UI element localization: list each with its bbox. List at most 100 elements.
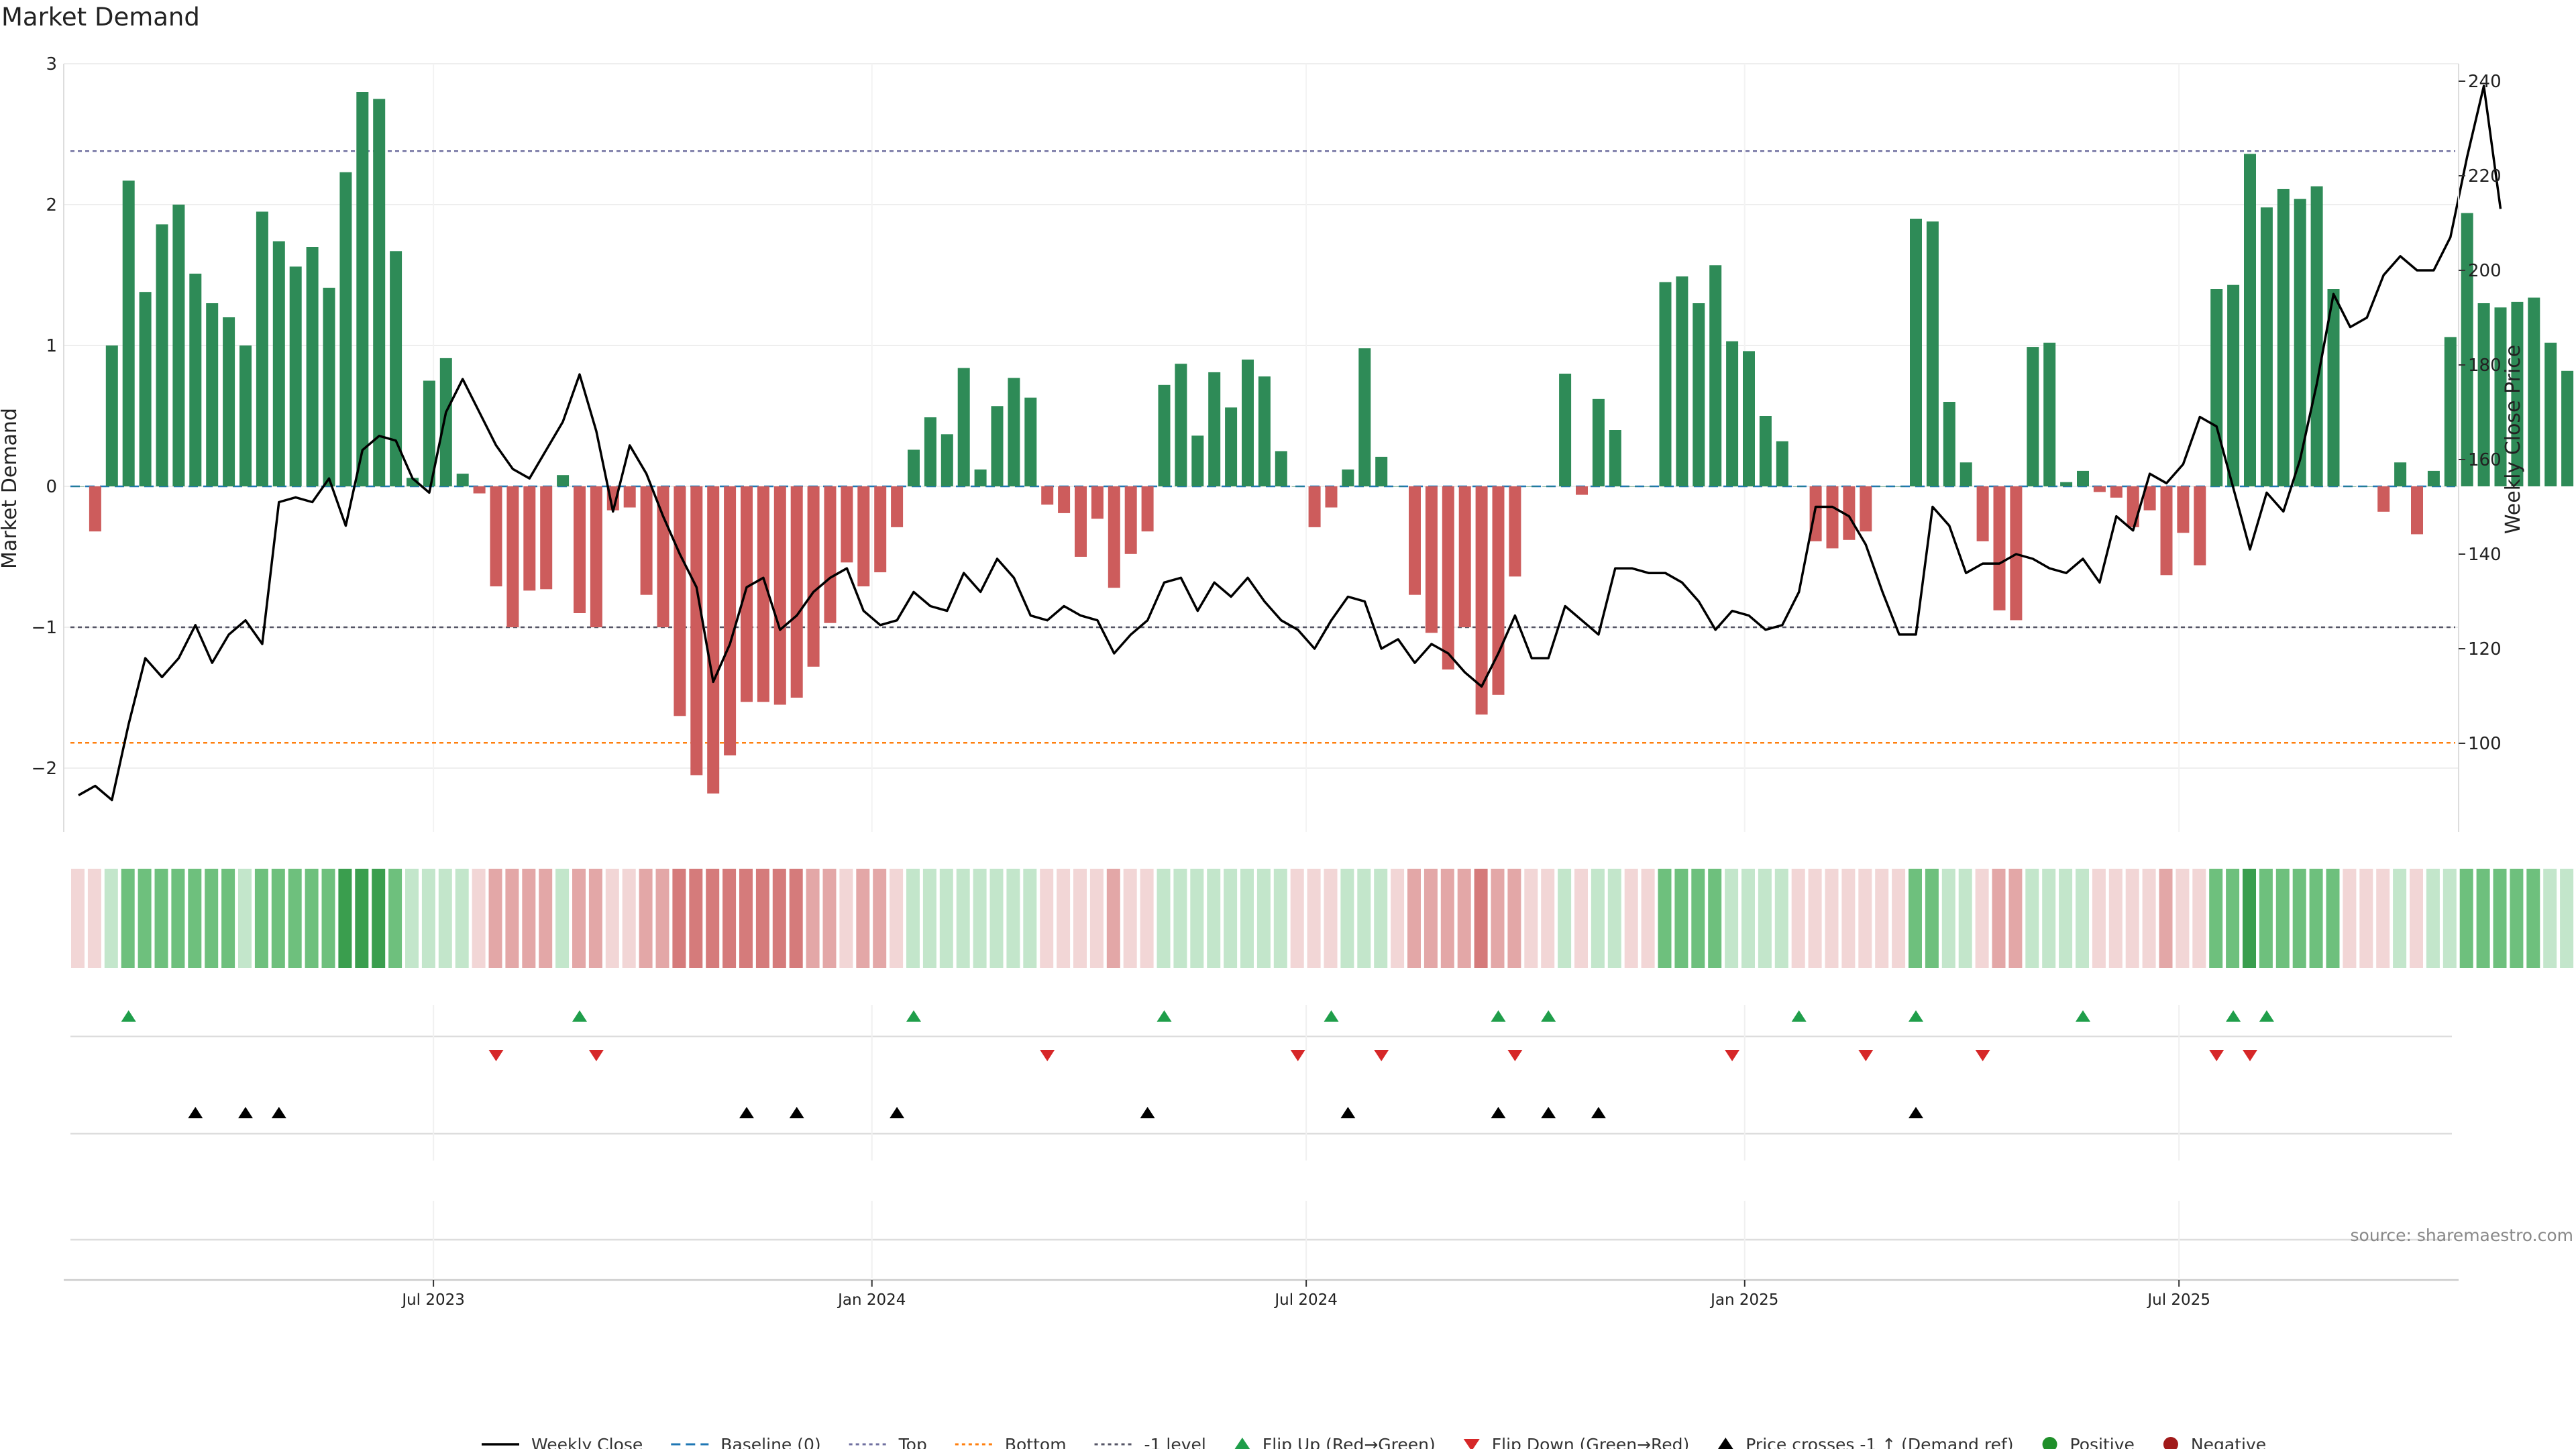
demand-bar (1792, 486, 1805, 487)
heat-cell (1541, 869, 1555, 968)
heat-cell (1975, 869, 1989, 968)
demand-bar (1893, 486, 1906, 487)
demand-bar (1993, 486, 2006, 610)
demand-bar (2377, 486, 2390, 512)
heat-cell (1658, 869, 1672, 968)
heat-cell (2376, 869, 2390, 968)
y-axis-right-label: Weekly Close Price (2502, 345, 2525, 534)
demand-bar (2027, 347, 2039, 486)
heat-cell (2042, 869, 2056, 968)
demand-bar (189, 273, 202, 486)
heat-cell (555, 869, 570, 968)
heat-cell (1825, 869, 1839, 968)
heat-cell (772, 869, 786, 968)
heat-cell (689, 869, 703, 968)
heat-cell (71, 869, 85, 968)
demand-bar (2477, 303, 2490, 486)
demand-bar (690, 486, 703, 775)
demand-bar (1542, 486, 1555, 487)
flip-down-marker (588, 1050, 604, 1061)
demand-bar (373, 99, 386, 486)
demand-bar (1642, 486, 1655, 487)
heat-cell (1941, 869, 1955, 968)
demand-bar (72, 486, 85, 487)
demand-bar (272, 241, 285, 486)
heat-cell (1892, 869, 1906, 968)
heat-cell (104, 869, 118, 968)
y-tick-left: 3 (46, 54, 57, 74)
demand-bar (1325, 486, 1338, 508)
flip-up-marker (1157, 1010, 1172, 1022)
weekly-close-line (78, 85, 2502, 802)
y-tick-left: 0 (46, 477, 57, 497)
flip-up-marker (572, 1010, 587, 1022)
heat-cell (1708, 869, 1722, 968)
demand-bar (1709, 265, 1722, 486)
price-cross-marker (789, 1107, 804, 1118)
heat-cell (1190, 869, 1204, 968)
heat-cell (2209, 869, 2223, 968)
y-tick-right: 120 (2468, 639, 2502, 659)
demand-bar (2077, 470, 2089, 486)
demand-bar (423, 380, 435, 486)
heat-cell (372, 869, 386, 968)
demand-bar (1910, 219, 1922, 486)
demand-bar (2511, 301, 2524, 486)
heat-cell (1207, 869, 1221, 968)
demand-bar (172, 205, 185, 486)
heat-cell (989, 869, 1004, 968)
demand-bar (908, 449, 920, 486)
legend-swatch (2042, 1437, 2057, 1449)
demand-bar (1342, 469, 1354, 486)
heat-cell (1157, 869, 1171, 968)
legend: Weekly Close Baseline (0) Top Bottom -1 leve… (482, 1435, 2266, 1449)
demand-bar (891, 486, 904, 527)
demand-bar (139, 292, 152, 486)
flip-up-marker (1909, 1010, 1923, 1022)
demand-bar (1860, 486, 1872, 532)
demand-bar (1926, 221, 1939, 486)
demand-bar (2561, 370, 2574, 486)
demand-bar (824, 486, 837, 623)
heat-cell (1073, 869, 1087, 968)
y-tick-left: 1 (46, 336, 57, 356)
heat-cell (973, 869, 987, 968)
heat-cell (2426, 869, 2440, 968)
heat-cell (87, 869, 101, 968)
demand-bar (1843, 486, 1856, 540)
heat-cell (2393, 869, 2407, 968)
x-axis: Jul 2023 Jan 2024 Jul 2024 Jan 2025 Jul 2025 (64, 1279, 2459, 1309)
y-tick-right: 220 (2468, 166, 2502, 186)
heat-cell (1023, 869, 1037, 968)
demand-bar (1375, 456, 1388, 486)
heat-cell (2410, 869, 2423, 968)
demand-bar (674, 486, 686, 716)
demand-bar (1625, 486, 1638, 487)
price-cross-marker (1909, 1107, 1923, 1118)
demand-bar (239, 345, 252, 486)
demand-bar (2394, 462, 2407, 486)
demand-bar (1592, 398, 1605, 486)
heat-cell (455, 869, 469, 968)
axes: 3 2 1 0 −1 −2 240 220 200 180 160 140 120 100 (32, 54, 2502, 832)
heat-cell (2142, 869, 2156, 968)
heat-cell (672, 869, 686, 968)
demand-bar (741, 486, 753, 702)
demand-bar (1509, 486, 1521, 577)
y-axis-left-label: Market Demand (0, 408, 21, 569)
heat-cell (1089, 869, 1104, 968)
heat-cell (1407, 869, 1421, 968)
demand-bar (2344, 486, 2357, 487)
demand-bar (323, 287, 335, 486)
demand-bar (1141, 486, 1154, 532)
heat-cell (438, 869, 452, 968)
heat-cell (121, 869, 135, 968)
heat-cell (1040, 869, 1054, 968)
heat-cell (1507, 869, 1521, 968)
heat-cell (321, 869, 335, 968)
heat-cell (1474, 869, 1488, 968)
demand-bar (924, 417, 936, 486)
demand-bar (590, 486, 602, 627)
heat-cell (1324, 869, 1338, 968)
heat-cell (2560, 869, 2574, 968)
